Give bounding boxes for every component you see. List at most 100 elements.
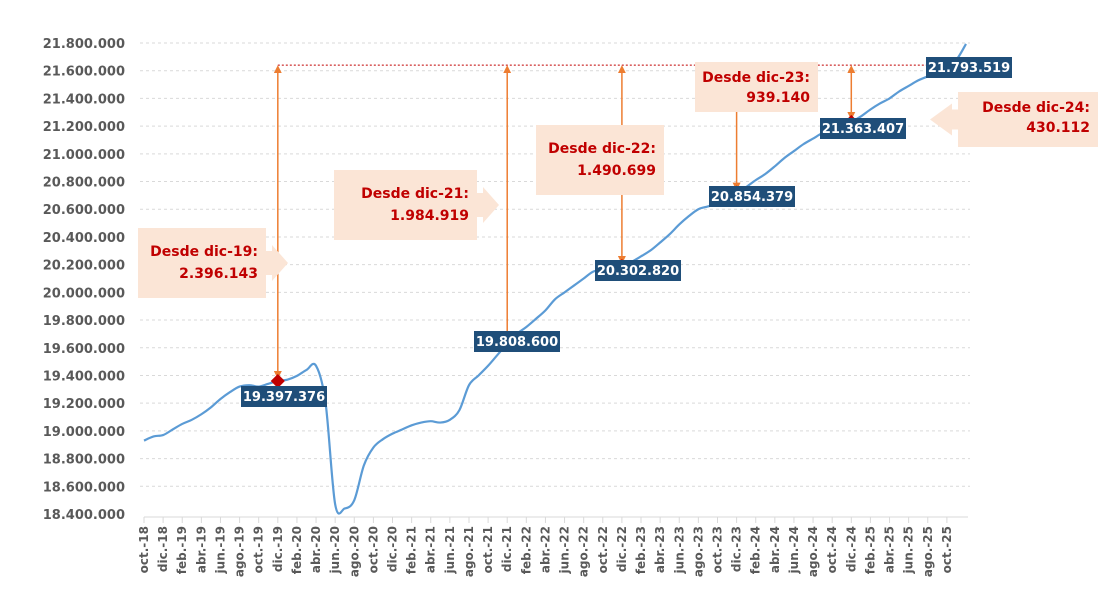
- diamond-marker: [270, 373, 285, 389]
- y-tick-label: 19.000.000: [43, 425, 125, 440]
- x-tick-label: jun.-21: [443, 526, 457, 574]
- x-tick-label: feb.-20: [290, 526, 304, 574]
- x-tick-label: jun.-20: [328, 526, 342, 574]
- callout-box: Desde dic-21: 1.984.919: [334, 170, 499, 240]
- x-tick-label: jun.-23: [672, 526, 686, 574]
- x-tick-label: oct.-20: [366, 526, 380, 573]
- x-tick-label: oct.-21: [481, 526, 495, 573]
- x-tick-label: jun.-25: [902, 526, 916, 574]
- x-tick-label: dic.-23: [730, 526, 744, 572]
- x-tick-label: feb.-22: [519, 526, 533, 574]
- callouts: Desde dic-19: 2.396.143 Desde dic-21: 1.984…: [138, 62, 1098, 298]
- x-tick-label: oct.-24: [825, 526, 839, 573]
- y-tick-label: 19.200.000: [43, 397, 125, 412]
- x-tick-label: ago.-24: [806, 526, 820, 577]
- value-label: 21.793.519: [926, 57, 1012, 78]
- x-tick-label: feb.-19: [175, 526, 189, 574]
- y-tick-label: 21.800.000: [43, 37, 125, 52]
- value-label-text: 19.397.376: [243, 390, 325, 405]
- data-series: [143, 43, 967, 515]
- x-tick-label: dic.-24: [844, 526, 858, 572]
- value-label-text: 21.363.407: [822, 122, 904, 137]
- y-tick-label: 18.400.000: [43, 508, 125, 523]
- x-tick-label: abr.-19: [194, 526, 208, 573]
- x-tick-label: jun.-24: [787, 526, 801, 574]
- value-label-text: 21.793.519: [928, 61, 1010, 76]
- y-tick-label: 21.600.000: [43, 65, 125, 80]
- x-tick-label: feb.-24: [749, 526, 763, 574]
- value-label: 19.808.600: [474, 331, 560, 352]
- x-tick-label: dic.-22: [615, 526, 629, 572]
- value-label: 20.302.820: [595, 260, 681, 281]
- value-label: 19.397.376: [241, 386, 327, 407]
- x-tick-label: ago.-20: [347, 526, 361, 577]
- x-tick-label: oct.-19: [252, 526, 266, 573]
- x-tick-label: oct.-18: [137, 526, 151, 573]
- callout-shape: [536, 125, 664, 195]
- callout-box: Desde dic-24: 430.112: [930, 92, 1098, 147]
- x-tick-label: abr.-24: [768, 526, 782, 573]
- value-label: 21.363.407: [820, 118, 906, 139]
- value-label-bg: [820, 118, 906, 139]
- y-tick-label: 20.600.000: [43, 203, 125, 218]
- x-tick-label: ago.-19: [233, 526, 247, 577]
- x-tick-label: feb.-21: [405, 526, 419, 574]
- x-tick-label: jun.-19: [213, 526, 227, 574]
- callout-shape: [138, 228, 288, 298]
- series-line: [143, 43, 967, 515]
- y-tick-label: 18.600.000: [43, 480, 125, 495]
- callout-value: 1.490.699: [577, 163, 656, 179]
- x-tick-label: abr.-22: [538, 526, 552, 573]
- x-tick-label: jun.-22: [558, 526, 572, 574]
- callout-box: Desde dic-19: 2.396.143: [138, 228, 288, 298]
- value-label-bg: [474, 331, 560, 352]
- value-label-bg: [709, 186, 795, 207]
- x-tick-label: ago.-21: [462, 526, 476, 577]
- y-tick-label: 20.200.000: [43, 259, 125, 274]
- callout-value: 2.396.143: [179, 266, 258, 282]
- callout-value: 939.140: [746, 90, 810, 106]
- x-tick-label: ago.-23: [691, 526, 705, 577]
- y-tick-label: 19.600.000: [43, 342, 125, 357]
- value-label-text: 20.302.820: [597, 264, 679, 279]
- y-tick-label: 19.800.000: [43, 314, 125, 329]
- x-tick-label: dic.-20: [386, 526, 400, 572]
- y-tick-label: 21.400.000: [43, 92, 125, 107]
- value-label-bg: [595, 260, 681, 281]
- value-label-bg: [241, 386, 327, 407]
- x-tick-label: dic.-19: [271, 526, 285, 572]
- x-tick-label: ago.-22: [577, 526, 591, 577]
- y-tick-label: 18.800.000: [43, 453, 125, 468]
- callout-title: Desde dic-22:: [548, 141, 656, 157]
- y-tick-label: 20.400.000: [43, 231, 125, 246]
- x-axis: oct.-18 dic.-18 feb.-19 abr.-19 jun.-19 ago.-…: [137, 516, 968, 577]
- callout-shape: [930, 92, 1098, 147]
- callout-box: Desde dic-23: 939.140: [695, 62, 818, 112]
- value-label-text: 20.854.379: [711, 190, 793, 205]
- y-axis: 18.400.000 18.600.000 18.800.000 19.000.000…: [43, 37, 125, 523]
- x-tick-label: abr.-20: [309, 526, 323, 573]
- value-labels: 19.397.376 19.808.600 20.302.820 20.854.379…: [241, 57, 1012, 407]
- value-label-text: 19.808.600: [476, 335, 558, 350]
- value-label-bg: [926, 57, 1012, 78]
- callout-value: 1.984.919: [390, 208, 469, 224]
- callout-title: Desde dic-23:: [702, 70, 810, 86]
- value-label: 20.854.379: [709, 186, 795, 207]
- y-tick-label: 21.200.000: [43, 120, 125, 135]
- x-tick-label: feb.-23: [634, 526, 648, 574]
- y-tick-label: 19.400.000: [43, 369, 125, 384]
- callout-title: Desde dic-21:: [361, 186, 469, 202]
- x-tick-label: abr.-25: [883, 526, 897, 573]
- x-tick-label: abr.-23: [653, 526, 667, 573]
- callout-title: Desde dic-19:: [150, 244, 258, 260]
- y-tick-label: 21.000.000: [43, 148, 125, 163]
- callout-shape: [695, 62, 818, 112]
- callout-title: Desde dic-24:: [982, 100, 1090, 116]
- x-tick-label: feb.-25: [863, 526, 877, 574]
- x-tick-label: dic.-21: [500, 526, 514, 572]
- y-tick-label: 20.800.000: [43, 176, 125, 191]
- y-tick-label: 20.000.000: [43, 286, 125, 301]
- x-tick-label: oct.-22: [596, 526, 610, 573]
- x-tick-label: dic.-18: [156, 526, 170, 572]
